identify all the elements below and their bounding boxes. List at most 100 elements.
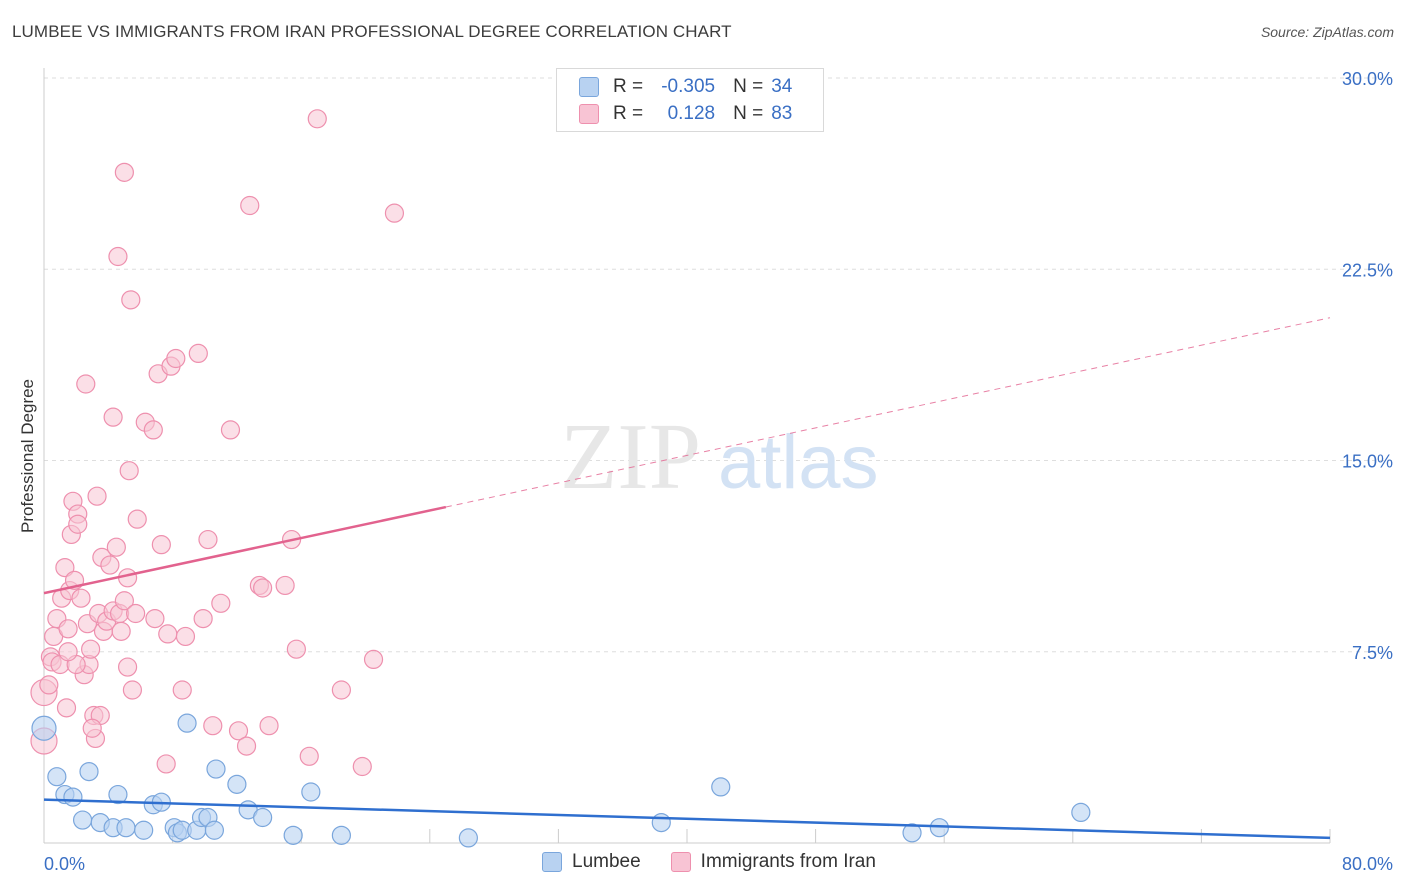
lumbee-point [116,818,136,838]
lumbee-r-value: -0.305 [661,76,716,97]
lumbee-point [79,761,99,782]
iran-point [331,680,351,700]
iran-point [363,649,384,670]
lumbee-point [134,820,154,840]
iran-legend-label: Immigrants from Iran [700,851,876,872]
lumbee-point [1071,802,1091,823]
iran-point [352,756,372,777]
lumbee-point [651,812,671,833]
x-tick-label: 0.0% [44,854,85,874]
lumbee-trend-line [43,798,1331,840]
legend-n-label: N = [733,76,764,97]
iran-point [275,575,295,596]
iran-point [156,754,176,774]
iran-point [143,420,163,440]
y-tick-label: 30.0% [1342,69,1393,89]
legend-row-lumbee: R = -0.305 N = 34 [579,75,792,99]
iran-point [211,593,231,613]
iran-point [119,461,139,481]
iran-point [68,514,88,534]
lumbee-point [72,810,93,830]
iran-n-value: 83 [771,103,793,124]
iran-point [193,608,213,629]
iran-point [122,680,143,700]
iran-point [87,486,107,506]
lumbee-legend-label: Lumbee [572,851,641,872]
iran-trend-line-solid [43,505,447,595]
x-tick-label: 80.0% [1342,854,1393,874]
iran-point [203,716,223,736]
iran-point [108,246,128,267]
trend-lines [43,317,1331,840]
iran-point [114,162,134,182]
lumbee-point [47,767,67,787]
lumbee-point [108,784,128,805]
iran-point [126,603,146,624]
lumbee-point [253,807,273,828]
lumbee-point [331,825,351,845]
iran-point [220,420,241,440]
lumbee-point [177,713,197,733]
iran-point [198,529,218,550]
iran-swatch [579,104,599,124]
lumbee-point [31,715,57,741]
iran-point [175,626,196,647]
iran-legend-swatch [670,852,691,872]
iran-point [58,619,78,639]
gridlines [44,77,1392,653]
lumbee-point [227,774,247,794]
legend-item-iran[interactable]: Immigrants from Iran [670,851,876,873]
iran-point [299,746,319,766]
iran-point [114,591,134,611]
lumbee-legend-swatch [542,852,562,872]
watermark: ZIP atlas [560,405,879,509]
iran-point [111,621,131,641]
legend-item-lumbee[interactable]: Lumbee [542,851,641,873]
lumbee-point [283,825,303,845]
lumbee-point [902,823,922,843]
iran-point [121,290,141,310]
lumbee-swatch [579,77,599,97]
y-tick-label: 7.5% [1352,643,1393,663]
iran-point [172,680,192,700]
lumbee-point [301,782,321,802]
iran-point [58,642,78,662]
iran-point [384,203,405,223]
legend-row-iran: R = 0.128 N = 83 [579,102,792,126]
iran-point [145,608,165,629]
iran-point [100,555,120,575]
chart-title: LUMBEE VS IMMIGRANTS FROM IRAN PROFESSIO… [12,22,732,41]
iran-point [55,557,75,578]
lumbee-point [63,787,83,807]
iran-point [253,578,273,598]
iran-point [188,343,208,363]
iran-point [103,407,123,427]
tick-labels: 7.5% 15.0% 22.5% 30.0% 0.0% 80.0% [44,69,1393,874]
iran-point [151,535,171,555]
iran-point [82,718,102,738]
watermark-zip: ZIP [560,405,701,509]
iran-point [286,639,306,659]
iran-point [307,109,327,129]
iran-point [81,639,101,659]
iran-point [236,736,257,756]
lumbee-point [204,820,224,840]
y-tick-label: 15.0% [1342,452,1393,472]
iran-point [127,509,147,529]
iran-r-value: 0.128 [667,103,716,124]
iran-point [106,537,126,557]
iran-point [240,195,260,216]
source-label: Source: ZipAtlas.com [1260,24,1394,40]
legend-r-label: R = [613,76,644,97]
iran-point [39,675,59,695]
stats-legend: R = -0.305 N = 34 R = 0.128 N = 83 [556,68,824,132]
legend-r-label: R = [613,103,644,124]
iran-point [71,588,91,608]
iran-point [166,348,186,369]
lumbee-point [458,828,478,848]
iran-point [56,698,77,718]
lumbee-point [711,777,731,797]
watermark-atlas: atlas [718,420,879,505]
iran-point [76,374,96,394]
